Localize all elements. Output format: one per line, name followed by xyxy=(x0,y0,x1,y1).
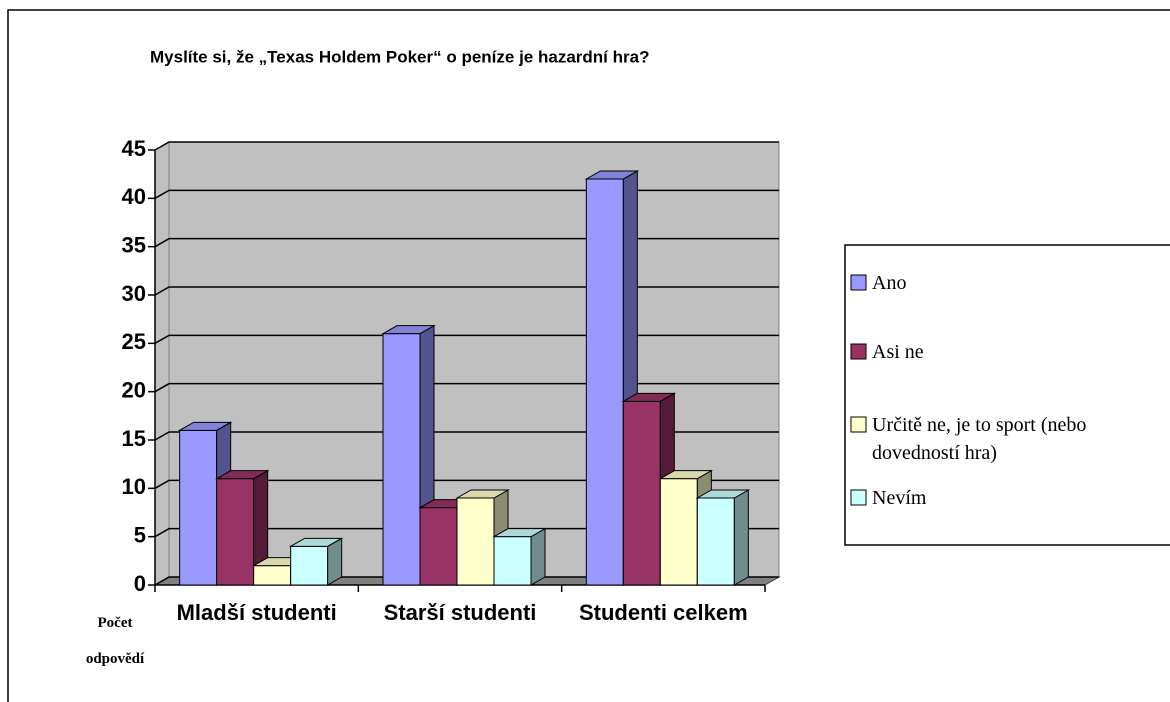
grid-line xyxy=(154,576,779,586)
bar-top xyxy=(177,421,233,431)
chart-title: Myslíte si, že „Texas Holdem Poker“ o pe… xyxy=(150,47,649,66)
bar-top xyxy=(288,537,344,547)
grid-line xyxy=(154,479,779,489)
bar-front xyxy=(456,497,495,586)
y-tick-label: 10 xyxy=(122,474,146,499)
frame xyxy=(7,9,1170,702)
grid-line xyxy=(154,189,779,199)
bar-front xyxy=(493,536,532,586)
grid-line xyxy=(154,141,779,151)
bar-top xyxy=(695,489,751,499)
bar xyxy=(492,527,547,586)
bar-front xyxy=(622,400,661,586)
bar-top xyxy=(658,470,714,480)
grid-line xyxy=(154,334,779,344)
y-tick-label: 5 xyxy=(134,522,146,547)
x-tick-label: Studenti celkem xyxy=(578,600,748,625)
grid-line xyxy=(154,237,779,248)
legend-swatch xyxy=(850,489,867,506)
legend-label: Určitě ne, je to sport (nebo dovedností … xyxy=(872,414,1087,464)
y-tick-label: 20 xyxy=(122,377,146,402)
y-axis-title: Počet odpovědí xyxy=(85,615,145,667)
bar-front xyxy=(659,478,698,586)
bar-front xyxy=(290,545,329,586)
legend-swatch xyxy=(850,343,867,360)
grid-line xyxy=(154,286,779,296)
bar xyxy=(214,469,270,586)
y-tick-label: 35 xyxy=(122,232,146,257)
bar-top xyxy=(381,325,436,335)
bar xyxy=(621,392,677,586)
bar-top xyxy=(455,489,510,499)
side-wall xyxy=(154,141,170,586)
bar-top xyxy=(584,170,640,180)
grid-line xyxy=(154,382,779,393)
bar-front xyxy=(419,507,458,586)
x-tick-label: Mladší studenti xyxy=(176,600,337,625)
grid-line xyxy=(154,431,779,441)
y-tick-label: 25 xyxy=(122,329,146,354)
legend-box xyxy=(844,244,1170,546)
bar-side xyxy=(530,527,546,586)
y-tick-label: 40 xyxy=(122,184,146,209)
x-tick-label: Starší studenti xyxy=(383,600,537,625)
y-tick-label: 45 xyxy=(122,136,146,161)
bar-front xyxy=(179,429,218,586)
bar xyxy=(695,489,751,586)
grid-line xyxy=(154,527,779,538)
bar-front xyxy=(216,478,255,586)
bar-front xyxy=(382,333,421,586)
y-tick-label: 30 xyxy=(122,281,146,306)
legend-label: Ano xyxy=(872,272,907,294)
bar-front xyxy=(253,565,292,586)
bar-top xyxy=(214,470,270,480)
legend-label: Asi ne xyxy=(872,341,924,363)
legend-swatch xyxy=(850,416,867,433)
bar-front xyxy=(585,178,624,586)
bar-top xyxy=(621,392,677,402)
bar xyxy=(288,537,344,586)
bar-front xyxy=(696,497,735,586)
bar-top xyxy=(492,528,547,538)
bar-side xyxy=(733,489,749,586)
y-tick-label: 15 xyxy=(122,426,146,451)
legend-swatch xyxy=(850,274,867,291)
legend-label: Nevím xyxy=(872,487,927,509)
y-tick-label: 0 xyxy=(134,571,146,596)
